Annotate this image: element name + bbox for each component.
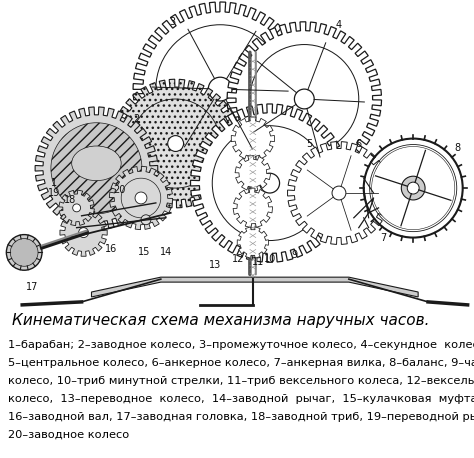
Text: 18: 18 (64, 195, 76, 205)
Text: 1: 1 (51, 178, 57, 188)
PathPatch shape (233, 188, 273, 228)
Text: 14: 14 (160, 247, 172, 257)
Text: 15: 15 (138, 247, 150, 257)
Text: 8: 8 (455, 143, 461, 153)
Circle shape (260, 173, 280, 193)
Circle shape (407, 182, 419, 194)
Circle shape (168, 136, 183, 152)
PathPatch shape (35, 107, 158, 229)
Circle shape (73, 204, 81, 212)
Circle shape (208, 77, 232, 101)
Text: 13: 13 (209, 260, 221, 270)
Polygon shape (91, 277, 418, 297)
Text: 16: 16 (105, 245, 118, 255)
PathPatch shape (288, 142, 391, 245)
Text: Кинематическая схема механизма наручных часов.: Кинематическая схема механизма наручных … (12, 313, 429, 328)
PathPatch shape (59, 190, 94, 226)
Ellipse shape (72, 146, 121, 180)
PathPatch shape (227, 22, 382, 176)
Text: 2: 2 (133, 114, 139, 124)
Text: 7: 7 (380, 233, 387, 243)
Text: 10: 10 (264, 254, 276, 264)
Circle shape (89, 160, 104, 176)
PathPatch shape (231, 117, 274, 160)
Circle shape (51, 123, 142, 214)
Text: 3: 3 (170, 17, 176, 27)
Text: 17: 17 (26, 282, 38, 292)
Text: 19: 19 (48, 188, 60, 198)
Text: 20: 20 (113, 185, 126, 195)
Circle shape (401, 176, 425, 200)
Circle shape (372, 147, 455, 229)
Circle shape (141, 215, 151, 225)
Text: 4: 4 (336, 20, 342, 30)
Ellipse shape (104, 174, 158, 212)
Text: 9: 9 (292, 251, 298, 261)
PathPatch shape (109, 166, 173, 229)
PathPatch shape (237, 227, 268, 258)
Text: колесо,  13–переводное  колесо,  14–заводной  рычаг,  15–кулачковая  муфта,: колесо, 13–переводное колесо, 14–заводно… (8, 394, 474, 404)
Circle shape (332, 186, 346, 200)
Circle shape (294, 89, 314, 109)
Text: 16–заводной вал, 17–заводная головка, 18–заводной триб, 19–переводной рычаг,: 16–заводной вал, 17–заводная головка, 18… (8, 412, 474, 422)
Text: колесо, 10–триб минутной стрелки, 11–триб вексельного колеса, 12–вексельное: колесо, 10–триб минутной стрелки, 11–три… (8, 376, 474, 386)
Text: 5–центральное колесо, 6–анкерное колесо, 7–анкерная вилка, 8–баланс, 9–часовое: 5–центральное колесо, 6–анкерное колесо,… (8, 358, 474, 368)
Text: 6: 6 (356, 138, 362, 148)
PathPatch shape (235, 155, 271, 191)
Text: 1–барабан; 2–заводное колесо, 3–промежуточное колесо, 4–секундное  колесо,: 1–барабан; 2–заводное колесо, 3–промежут… (8, 340, 474, 350)
Circle shape (79, 228, 89, 238)
Circle shape (6, 234, 42, 270)
Text: 11: 11 (252, 257, 264, 267)
PathPatch shape (60, 209, 107, 256)
Text: 5: 5 (306, 138, 312, 148)
Circle shape (10, 239, 38, 266)
Text: 20–заводное колесо: 20–заводное колесо (8, 430, 129, 440)
Circle shape (135, 192, 147, 204)
PathPatch shape (133, 2, 307, 176)
PathPatch shape (191, 104, 349, 262)
PathPatch shape (111, 79, 240, 208)
Text: 12: 12 (232, 254, 244, 264)
